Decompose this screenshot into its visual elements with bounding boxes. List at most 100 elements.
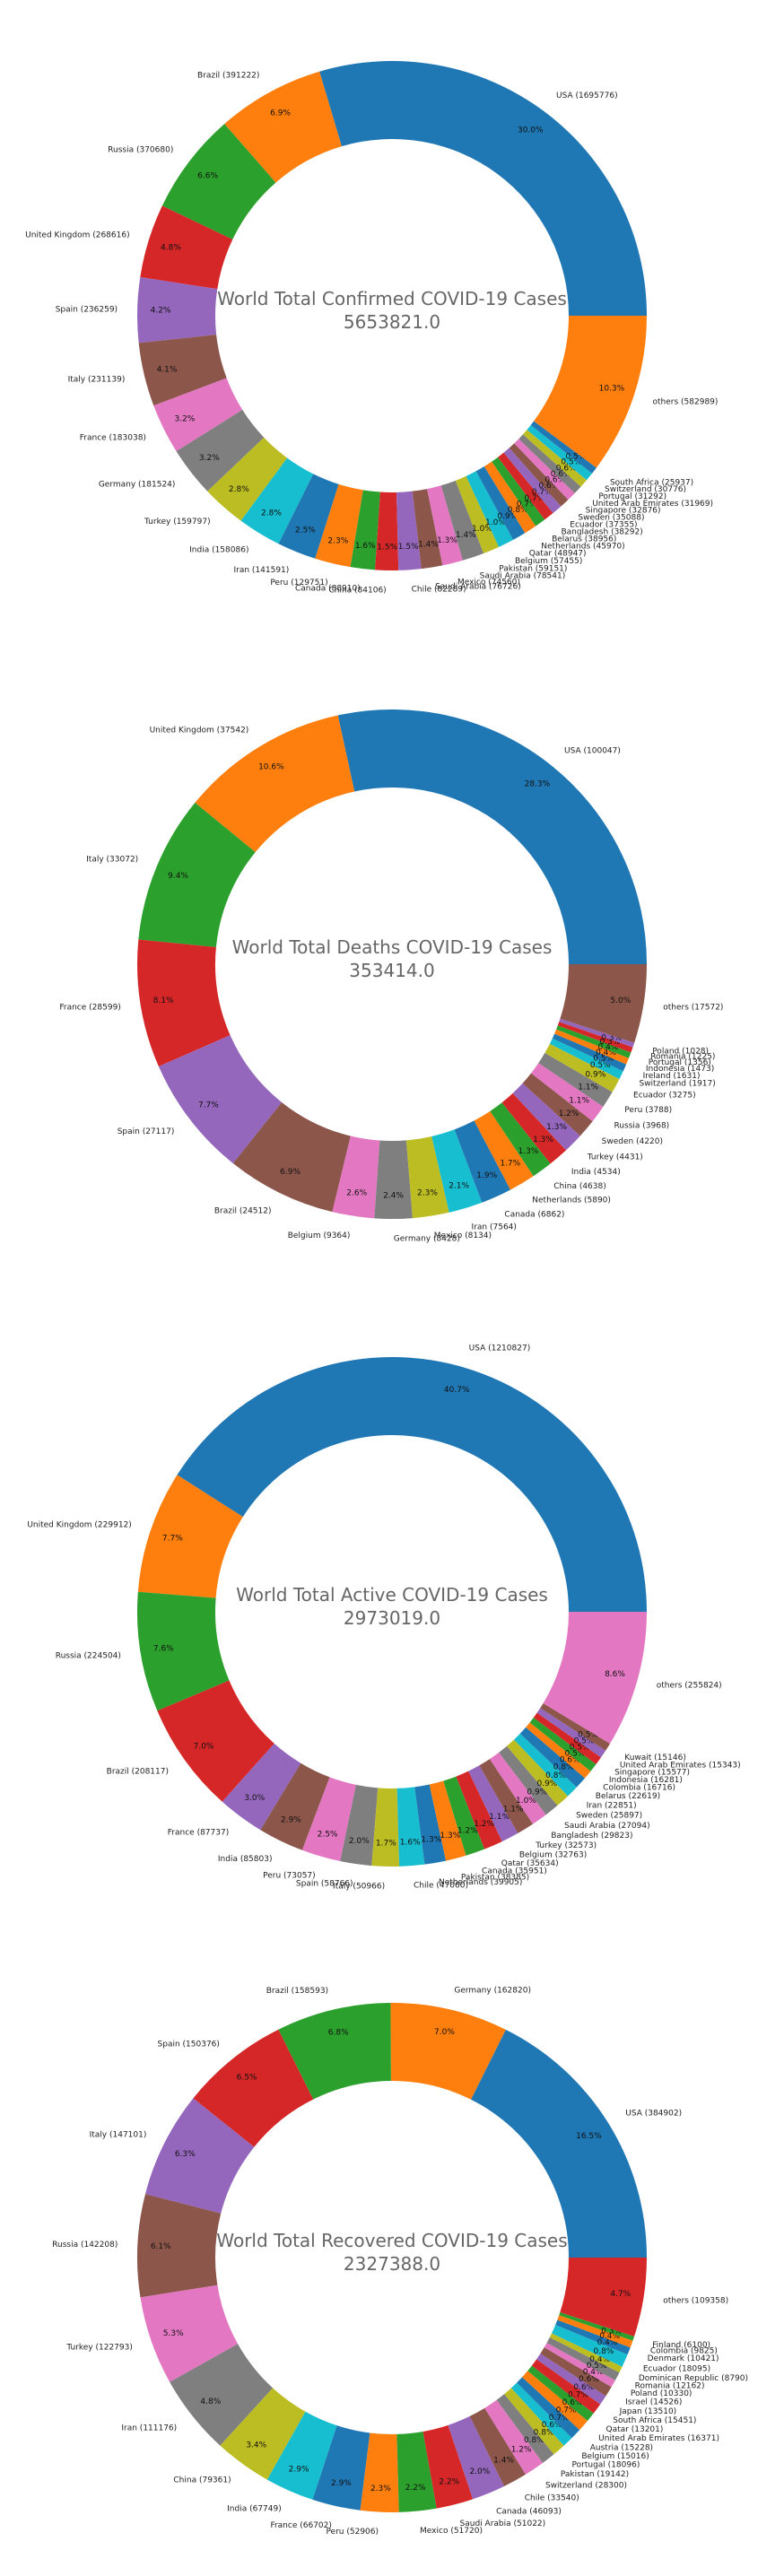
slice-pct-switzerland: 1.2% <box>511 2445 532 2454</box>
slice-pct-spain: 6.5% <box>237 2074 257 2083</box>
slice-pct-switzerland: 0.5% <box>590 1061 611 1070</box>
slice-chile <box>396 1787 425 1867</box>
slice-pct-peru: 2.3% <box>370 2485 391 2493</box>
slice-label-pakistan: Pakistan (59151) <box>499 564 567 573</box>
slice-label-mexico: Mexico (74560) <box>457 579 520 587</box>
slice-label-others: others (255824) <box>657 1682 722 1691</box>
slice-indonesia <box>529 1717 597 1771</box>
slice-mexico <box>396 2431 437 2512</box>
slice-pct-bangladesh: 1.0% <box>516 1797 536 1806</box>
donut-chart-2: USA (100047) 28.3% United Kingdom (37542) 1… <box>59 709 723 1243</box>
slice-denmark <box>555 2319 631 2355</box>
slice-label-india: India (4534) <box>571 1168 621 1177</box>
slice-label-usa: USA (384902) <box>625 2110 682 2119</box>
slice-label-russia: Russia (224504) <box>56 1651 121 1660</box>
slice-label-denmark: Denmark (10421) <box>648 2354 719 2363</box>
slice-singapore <box>514 439 575 500</box>
slice-qatar <box>456 1771 502 1849</box>
slice-spain <box>193 2029 314 2147</box>
slice-label-united-arab-emirates: United Arab Emirates (31969) <box>592 500 713 509</box>
slice-pct-others: 10.3% <box>599 385 625 394</box>
slice-label-germany: Germany (162820) <box>454 1986 531 1995</box>
slice-label-others: others (17572) <box>663 1003 723 1012</box>
slice-iran <box>170 2344 274 2446</box>
slice-russia <box>137 1591 230 1711</box>
slice-india <box>260 1762 330 1850</box>
slice-label-romania: Romania (1225) <box>650 1052 715 1061</box>
slice-pct-russia: 6.6% <box>197 171 218 180</box>
slice-label-singapore: Singapore (15577) <box>614 1769 690 1778</box>
slice-portugal <box>556 1025 632 1058</box>
slice-saudi-arabia <box>422 2424 474 2509</box>
slice-pct-turkey: 5.3% <box>163 2329 184 2338</box>
slice-pct-belgium: 2.6% <box>346 1188 367 1197</box>
slice-label-indonesia: Indonesia (1473) <box>646 1065 714 1074</box>
slice-pct-saudi-arabia: 1.4% <box>418 540 439 549</box>
slice-poland <box>544 2342 615 2388</box>
slice-portugal <box>523 430 587 487</box>
slice-belgium <box>466 471 514 547</box>
slice-label-brazil: Brazil (208117) <box>107 1767 169 1776</box>
slice-pct-saudi-arabia: 2.2% <box>439 2478 459 2487</box>
slice-pct-chile: 1.6% <box>400 1839 421 1848</box>
slice-romania <box>557 1022 633 1053</box>
slice-others <box>560 964 647 1043</box>
slice-usa <box>337 709 647 964</box>
slice-netherlands <box>414 1784 447 1865</box>
slice-pct-belarus: 0.8% <box>553 1763 574 1772</box>
slice-france <box>153 378 243 452</box>
slice-label-united-kingdom: United Kingdom (37542) <box>150 726 249 735</box>
slice-pct-belgium: 1.1% <box>489 1813 510 1822</box>
slice-label-turkey: Turkey (122793) <box>65 2344 133 2353</box>
slice-usa <box>470 2029 647 2258</box>
slice-singapore <box>533 1712 601 1765</box>
slice-brazil <box>157 1680 274 1802</box>
slice-label-qatar: Qatar (48947) <box>529 550 587 559</box>
slice-pct-united-kingdom: 7.7% <box>162 1535 183 1544</box>
slice-brazil <box>278 2003 391 2100</box>
slice-pct-brazil: 6.9% <box>270 109 291 117</box>
slice-label-saudi-arabia: Saudi Arabia (78541) <box>480 572 566 581</box>
slice-label-germany: Germany (181524) <box>99 480 176 489</box>
slice-label-chile: Chile (47060) <box>414 1882 468 1891</box>
slice-pct-russia: 1.1% <box>569 1096 589 1105</box>
slice-bangladesh <box>498 452 553 520</box>
slice-label-portugal: Portugal (18096) <box>572 2461 640 2470</box>
slice-label-portugal: Portugal (1356) <box>649 1058 711 1067</box>
slice-iran <box>431 1129 483 1213</box>
slice-pct-canada: 2.0% <box>469 2467 490 2476</box>
slice-pct-usa: 28.3% <box>525 780 551 789</box>
slice-pct-others: 4.7% <box>610 2290 631 2299</box>
slice-pct-poland: 0.4% <box>583 2368 604 2377</box>
slice-pct-mexico: 2.3% <box>417 1188 438 1197</box>
slice-portugal <box>504 2388 564 2455</box>
slice-qatar <box>527 2365 594 2422</box>
slice-mexico <box>405 1136 449 1219</box>
slice-label-spain: Spain (236259) <box>56 306 118 315</box>
slice-pct-poland: 0.3% <box>601 1033 622 1042</box>
slice-pct-united-kingdom: 10.6% <box>258 762 284 771</box>
slice-label-peru: Peru (129751) <box>270 579 327 587</box>
slice-pct-netherlands: 1.7% <box>500 1159 520 1168</box>
slice-sweden <box>509 443 569 507</box>
slice-south-africa <box>531 2359 601 2414</box>
slice-bangladesh <box>489 1752 546 1824</box>
slice-pct-usa: 30.0% <box>518 126 544 135</box>
slice-label-italy: Italy (147101) <box>90 2131 147 2140</box>
slice-pct-china: 1.3% <box>518 1147 539 1156</box>
slice-pct-portugal: 0.4% <box>597 1043 618 1052</box>
slice-spain <box>340 1784 379 1867</box>
slice-pct-russia: 7.6% <box>153 1645 174 1654</box>
slice-pct-ireland: 0.5% <box>593 1054 614 1063</box>
slice-china <box>375 492 399 571</box>
slice-dominican-republic <box>549 2333 623 2373</box>
slice-pct-brazil: 6.9% <box>280 1168 301 1177</box>
slice-label-belgium: Belgium (57455) <box>515 557 582 566</box>
slice-pct-pakistan: 1.0% <box>472 525 492 534</box>
slice-poland <box>559 1018 635 1048</box>
slice-pct-colombia: 0.6% <box>560 1756 580 1765</box>
slice-belgium <box>510 2382 572 2446</box>
slice-label-france: France (87737) <box>168 1829 229 1838</box>
slice-germany <box>390 2002 506 2100</box>
